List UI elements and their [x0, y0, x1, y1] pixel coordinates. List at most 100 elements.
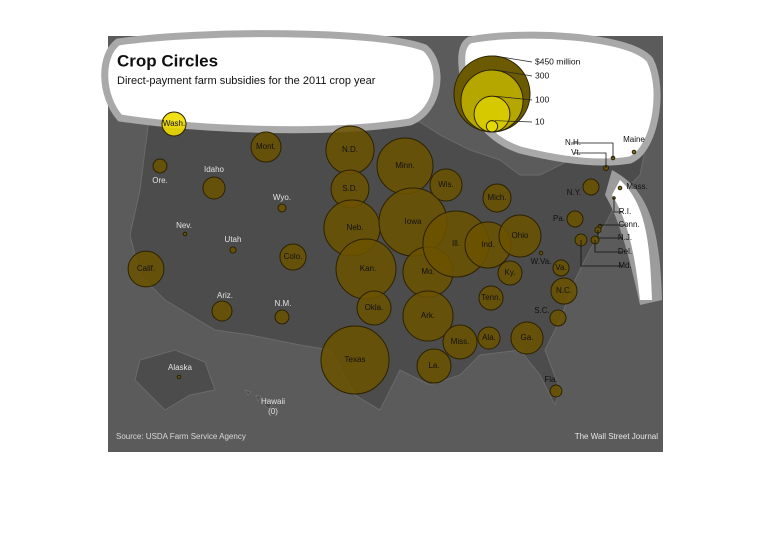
state-bubble — [274, 309, 290, 325]
state-bubble — [429, 168, 463, 202]
state-bubble — [176, 374, 182, 380]
state-label: Ala. — [482, 333, 496, 342]
state-bubble — [277, 203, 287, 213]
state-bubble — [356, 290, 392, 326]
state-bubble — [631, 149, 637, 155]
state-label: Tenn. — [481, 293, 501, 302]
state-bubble — [566, 210, 584, 228]
state-label: Texas — [345, 355, 366, 364]
state-label: Ga. — [521, 333, 534, 342]
bubbles: Wash. Mont. Ore. Idaho Wyo. Calif. Nev. Utah Col… — [127, 111, 648, 416]
state-bubble — [550, 277, 578, 305]
state-label: Fla. — [544, 375, 557, 384]
leader-line — [597, 230, 623, 239]
highlight-cloud — [612, 180, 652, 300]
state-bubble — [152, 158, 168, 174]
state-label: Ark. — [421, 311, 435, 320]
state-label: Wyo. — [273, 193, 291, 202]
leader-line — [613, 198, 623, 213]
legend-leader — [494, 69, 533, 77]
state-label: Del. — [618, 247, 632, 256]
state-bubble — [538, 250, 544, 256]
state-label: W.Va. — [531, 257, 552, 266]
state-label: La. — [428, 361, 439, 370]
legend-leader — [494, 120, 533, 123]
state-bubble — [402, 290, 454, 342]
state-label: Nev. — [176, 221, 192, 230]
state-label: Neb. — [347, 223, 364, 232]
state-label: Mass. — [626, 182, 647, 191]
legend-label: 100 — [535, 94, 549, 104]
title-cloud — [101, 30, 441, 134]
state-label: Mich. — [487, 193, 506, 202]
legend-circle — [485, 120, 499, 133]
state-label: N.H. — [565, 138, 581, 147]
state-label: Alaska — [168, 363, 193, 372]
state-label: Okla. — [365, 303, 384, 312]
state-bubble — [416, 348, 452, 384]
hawaii-outline — [243, 389, 274, 410]
state-bubble — [498, 214, 542, 258]
state-bubble — [229, 246, 237, 254]
state-bubble — [510, 321, 544, 355]
leader-line — [574, 152, 607, 168]
state-bubble — [552, 259, 570, 277]
state-label: Pa. — [553, 214, 565, 223]
state-label: Minn. — [395, 161, 415, 170]
state-label: Vt. — [571, 148, 581, 157]
state-label: Hawaii — [261, 397, 285, 406]
state-bubble — [161, 111, 187, 137]
state-label: Ind. — [481, 240, 494, 249]
state-label: Ill. — [452, 239, 460, 248]
state-bubble — [202, 176, 226, 200]
leader-line — [580, 240, 623, 267]
legend-leader — [494, 55, 533, 63]
leader-line — [571, 142, 614, 158]
source: Source: USDA Farm Service Agency — [116, 432, 246, 441]
subtitle: Direct-payment farm subsidies for the 20… — [117, 75, 376, 87]
legend-label: 300 — [535, 70, 549, 80]
state-label: Maine — [623, 135, 645, 144]
state-label: R.I. — [619, 207, 631, 216]
state-label: Ky. — [505, 268, 516, 277]
state-label: N.Y. — [567, 188, 582, 197]
state-bubble — [182, 231, 188, 237]
state-bubble — [250, 131, 282, 163]
state-bubble — [497, 260, 523, 286]
legend-label: $450 million — [535, 56, 581, 66]
state-label: S.D. — [342, 184, 358, 193]
state-label: Miss. — [451, 337, 470, 346]
state-label: Wis. — [438, 180, 454, 189]
leader-line — [594, 240, 623, 253]
state-label: Va. — [555, 263, 566, 272]
state-bubble — [549, 384, 563, 398]
state-label: N.D. — [342, 145, 358, 154]
state-label: Wash. — [163, 119, 185, 128]
state-label: Conn. — [618, 220, 639, 229]
state-label: Kan. — [360, 264, 376, 273]
credit: The Wall Street Journal — [575, 432, 659, 441]
state-label: Utah — [225, 235, 242, 244]
state-label: Ariz. — [217, 291, 233, 300]
alaska-outline — [134, 349, 216, 411]
state-bubble — [127, 250, 165, 288]
state-label: Idaho — [204, 165, 225, 174]
state-label: N.J. — [618, 233, 632, 242]
state-bubble — [478, 285, 504, 311]
leader-line — [599, 224, 627, 226]
title: Crop Circles — [117, 51, 218, 70]
legend-leader — [494, 95, 533, 101]
state-bubble — [617, 185, 623, 191]
state-value-label: (0) — [268, 407, 278, 416]
state-bubble — [582, 178, 600, 196]
state-bubble — [279, 243, 307, 271]
state-label: N.C. — [556, 286, 572, 295]
state-label: Mont. — [256, 142, 276, 151]
state-bubble — [482, 183, 512, 213]
state-label: Mo. — [421, 267, 434, 276]
state-label: Ore. — [152, 176, 168, 185]
state-bubble — [477, 326, 501, 350]
legend-label: 10 — [535, 116, 545, 126]
